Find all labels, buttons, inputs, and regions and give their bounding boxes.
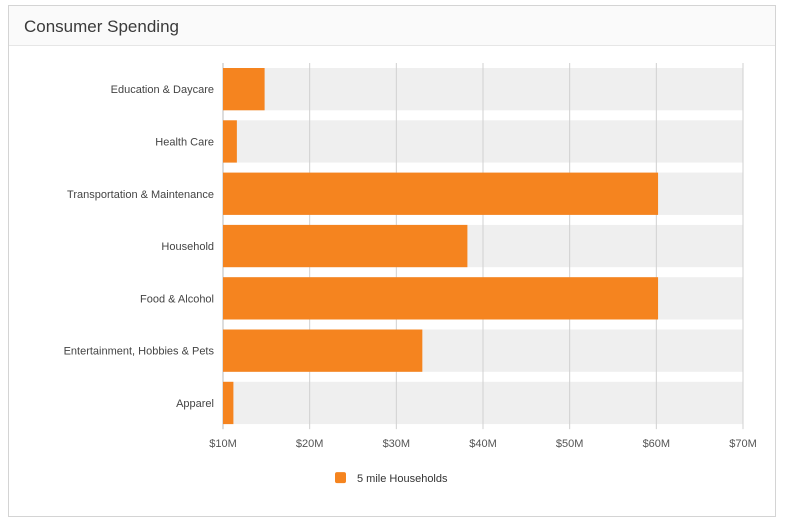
bar[interactable] xyxy=(223,172,659,215)
bar[interactable] xyxy=(223,277,659,320)
category-label: Transportation & Maintenance xyxy=(67,189,214,201)
x-tick-label: $50M xyxy=(556,438,584,450)
widget-header: Consumer Spending xyxy=(9,6,775,46)
x-tick-label: $70M xyxy=(729,438,757,450)
bar[interactable] xyxy=(223,120,237,163)
bar[interactable] xyxy=(223,329,423,372)
category-label: Health Care xyxy=(155,136,214,148)
bar[interactable] xyxy=(223,381,234,425)
legend-label: 5 mile Households xyxy=(357,473,448,485)
consumer-spending-widget: Consumer Spending Education & Daycare Hea… xyxy=(8,5,776,517)
category-label: Education & Daycare xyxy=(111,84,214,96)
x-tick-label: $60M xyxy=(643,438,671,450)
legend-swatch xyxy=(335,472,346,484)
category-label: Apparel xyxy=(176,398,214,410)
widget-title: Consumer Spending xyxy=(24,17,179,36)
x-tick-label: $20M xyxy=(296,438,324,450)
consumer-spending-chart: Education & Daycare Health Care Transporta… xyxy=(64,63,757,485)
x-tick-label: $30M xyxy=(383,438,411,450)
category-label: Entertainment, Hobbies & Pets xyxy=(64,346,215,358)
bar[interactable] xyxy=(223,68,265,111)
category-label: Household xyxy=(161,241,214,253)
x-tick-label: $40M xyxy=(469,438,497,450)
bar[interactable] xyxy=(223,224,468,268)
x-tick-label: $10M xyxy=(209,438,237,450)
category-label: Food & Alcohol xyxy=(140,293,214,305)
